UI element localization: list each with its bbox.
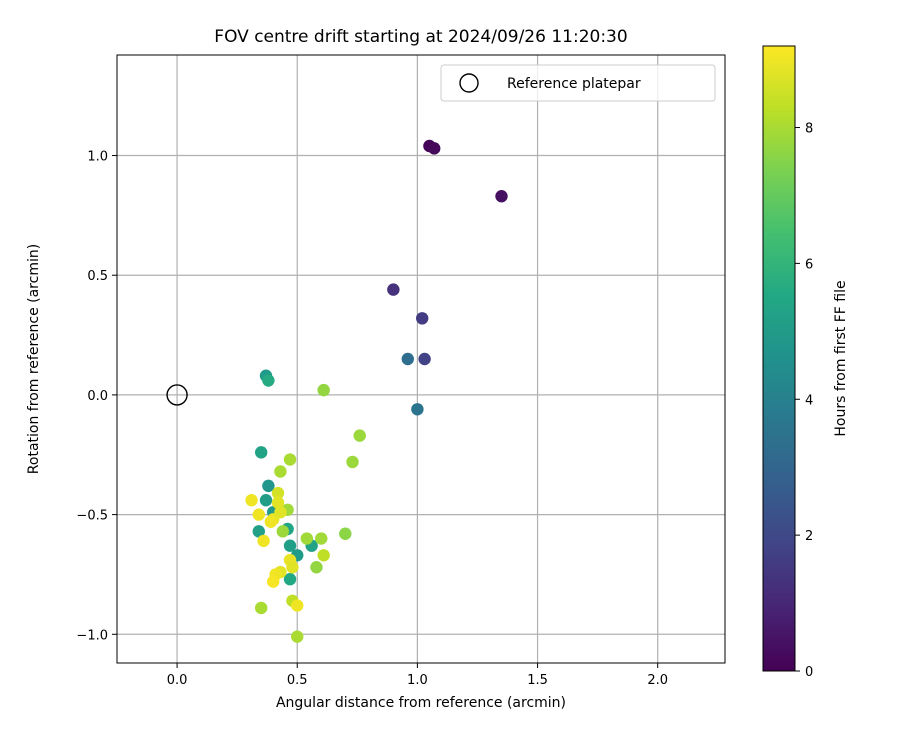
data-point	[257, 534, 270, 548]
y-tick-label: 0.5	[87, 269, 108, 284]
data-point	[276, 525, 290, 538]
data-point	[252, 508, 265, 521]
legend-box	[440, 64, 716, 102]
axes-frame	[116, 54, 726, 664]
y-tick-label: −1.0	[76, 628, 108, 643]
data-point	[271, 486, 285, 500]
data-point	[252, 525, 265, 538]
data-point	[271, 496, 285, 509]
data-point	[291, 599, 304, 612]
grid	[117, 55, 725, 663]
data-point	[300, 532, 314, 545]
reference-point-marker	[166, 384, 188, 406]
data-point	[346, 455, 359, 469]
colorbar-tick-label: 6	[805, 257, 813, 272]
x-tick-label: 2.0	[647, 673, 668, 688]
plot-area: 0.0 0.5 1.0 1.5 2.0 −1.0 −0.5 0.0 0.5 1.0	[76, 54, 726, 688]
chart-title: FOV centre drift starting at 2024/09/26 …	[214, 27, 627, 47]
data-point	[317, 549, 330, 562]
legend-entry-reference-platepar: Reference platepar	[507, 76, 641, 92]
data-point	[428, 142, 441, 155]
y-axis-ticks: −1.0 −0.5 0.0 0.5 1.0	[76, 150, 117, 643]
data-point	[310, 561, 323, 574]
data-point	[274, 465, 287, 478]
data-point	[254, 601, 268, 615]
y-tick-label: −0.5	[76, 509, 108, 524]
data-point	[262, 479, 275, 493]
colorbar-tick-label: 0	[805, 665, 813, 680]
x-axis-label: Angular distance from reference (arcmin)	[276, 695, 566, 711]
colorbar-ticks: 0 2 4 6 8	[795, 122, 813, 680]
data-point	[283, 453, 297, 466]
data-point	[387, 283, 400, 296]
data-point	[262, 374, 275, 387]
colorbar-gradient	[762, 45, 796, 672]
y-axis-label: Rotation from reference (arcmin)	[26, 244, 42, 474]
data-points	[245, 139, 508, 643]
data-point	[317, 383, 330, 397]
data-point	[267, 575, 280, 588]
colorbar-label: Hours from first FF file	[833, 280, 849, 436]
data-point	[259, 494, 273, 507]
x-tick-label: 1.0	[407, 673, 428, 688]
data-point	[274, 505, 287, 519]
legend-reference-marker-icon	[459, 73, 479, 93]
data-point	[264, 515, 278, 528]
x-axis-ticks: 0.0 0.5 1.0 1.5 2.0	[167, 663, 668, 688]
data-point	[286, 561, 299, 574]
data-point	[401, 352, 414, 366]
x-tick-label: 1.5	[527, 673, 548, 688]
data-point	[418, 352, 431, 366]
x-tick-label: 0.5	[287, 673, 308, 688]
data-point	[339, 527, 352, 540]
colorbar: 0 2 4 6 8 Hours from first FF file	[762, 45, 849, 680]
data-point	[315, 532, 328, 545]
data-point	[283, 539, 297, 552]
data-point	[283, 573, 297, 586]
data-point	[254, 446, 268, 459]
colorbar-tick-label: 4	[805, 393, 813, 408]
data-point	[416, 312, 429, 325]
data-point	[291, 630, 304, 643]
data-point	[245, 494, 258, 507]
x-tick-label: 0.0	[167, 673, 188, 688]
colorbar-tick-label: 2	[805, 529, 813, 544]
data-point	[495, 190, 508, 203]
y-tick-label: 0.0	[87, 389, 108, 404]
data-point	[353, 429, 366, 442]
legend: Reference platepar	[440, 64, 716, 102]
colorbar-tick-label: 8	[805, 122, 813, 137]
data-point	[411, 403, 424, 416]
y-tick-label: 1.0	[87, 150, 108, 165]
